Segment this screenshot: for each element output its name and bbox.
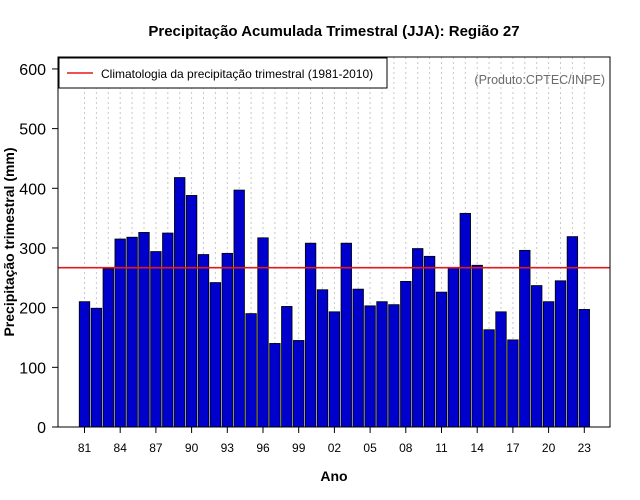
y-tick-label: 300 [19, 241, 46, 258]
bar-2017 [507, 339, 519, 428]
y-tick-label: 100 [19, 360, 46, 377]
bar-1993 [221, 252, 233, 428]
y-tick-label: 200 [19, 301, 46, 318]
bar-1987 [150, 251, 162, 428]
bar-2013 [459, 212, 471, 428]
x-tick-label: 87 [149, 441, 163, 455]
legend: Climatologia da precipitação trimestral … [58, 57, 388, 89]
bar-2006 [376, 301, 388, 428]
bar-2007 [388, 304, 400, 428]
bar-2001 [316, 289, 329, 428]
bar-2010 [423, 255, 436, 428]
bar-1990 [185, 195, 198, 428]
bar-1992 [209, 282, 222, 428]
x-axis-label: Ano [320, 468, 347, 484]
bar-series [78, 177, 590, 428]
bar-1995 [245, 313, 257, 428]
x-axis: 81 84 87 90 93 96 99 02 05 08 11 14 17 20 23 [78, 427, 591, 455]
bar-2000 [304, 242, 317, 428]
bar-1982 [90, 307, 103, 428]
source-annotation: (Produto:CPTEC/INPE) [474, 73, 605, 87]
bar-2023 [578, 309, 590, 428]
x-tick-label: 93 [221, 441, 235, 455]
bar-2014 [471, 264, 483, 428]
bar-1997 [269, 343, 281, 428]
bar-1986 [138, 232, 150, 428]
bar-1998 [281, 306, 293, 428]
bar-1989 [174, 177, 186, 428]
legend-box [58, 57, 388, 89]
y-tick-label: 500 [19, 122, 46, 139]
bar-2022 [566, 236, 579, 428]
y-tick-label: 400 [19, 181, 46, 198]
y-axis: 0 100 200 300 400 500 600 [19, 62, 58, 437]
bar-2009 [412, 248, 424, 428]
bar-1983 [102, 268, 114, 428]
bar-1991 [197, 254, 210, 428]
bar-2021 [554, 280, 567, 428]
x-tick-label: 96 [256, 441, 270, 455]
bar-1985 [126, 236, 138, 428]
x-tick-label: 81 [78, 441, 92, 455]
y-tick-label: 0 [37, 420, 46, 437]
bar-2016 [495, 311, 507, 428]
x-tick-label: 02 [328, 441, 342, 455]
bar-2012 [447, 267, 460, 428]
bar-2004 [352, 288, 364, 428]
x-tick-label: 90 [185, 441, 199, 455]
bar-2011 [435, 291, 448, 428]
x-tick-label: 20 [542, 441, 556, 455]
bar-1988 [162, 232, 174, 428]
bar-2003 [340, 242, 352, 428]
chart-title: Precipitação Acumulada Trimestral (JJA):… [148, 23, 519, 40]
y-tick-label: 600 [19, 62, 46, 79]
y-axis-label: Precipitação trimestral (mm) [1, 147, 17, 336]
bar-1994 [233, 189, 245, 428]
x-tick-label: 05 [363, 441, 377, 455]
bar-2002 [328, 311, 341, 428]
bar-2008 [400, 280, 412, 428]
bar-2020 [542, 301, 555, 428]
bar-2005 [364, 305, 376, 428]
x-tick-label: 14 [471, 441, 485, 455]
x-tick-label: 84 [114, 441, 128, 455]
bar-2015 [483, 329, 495, 428]
bar-2019 [531, 285, 543, 428]
legend-climatology-label: Climatologia da precipitação trimestral … [101, 67, 373, 81]
bar-1981 [78, 301, 91, 428]
bar-1996 [257, 237, 269, 428]
bar-2018 [519, 249, 531, 428]
x-tick-label: 11 [435, 441, 448, 455]
x-tick-label: 99 [292, 441, 306, 455]
x-tick-label: 08 [399, 441, 413, 455]
bar-1999 [293, 340, 305, 428]
x-tick-label: 17 [506, 441, 520, 455]
x-tick-label: 23 [578, 441, 592, 455]
